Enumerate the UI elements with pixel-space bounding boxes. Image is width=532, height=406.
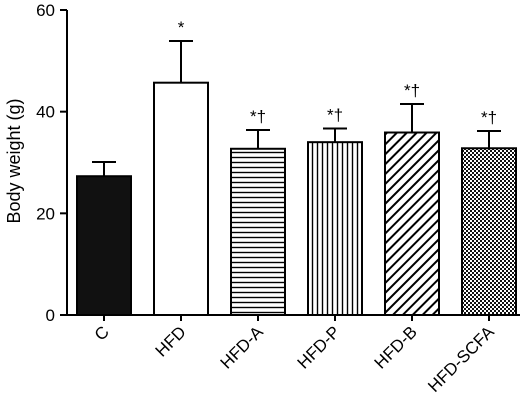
bar-hfd-a <box>230 147 286 316</box>
x-axis: C HFD HFD-A HFD-P HFD-B HFD-SCFA <box>67 314 520 396</box>
x-tick-label: HFD <box>152 322 190 360</box>
bar-hfd <box>153 81 209 316</box>
significance-label: *† <box>250 107 266 126</box>
bars: * *† *† *† *† <box>76 18 517 316</box>
x-tick-label: HFD-B <box>371 322 421 372</box>
x-tick-label: HFD-P <box>294 322 344 372</box>
significance-label: *† <box>327 105 343 124</box>
y-tick-label: 0 <box>46 306 55 325</box>
x-tick-label: HFD-SCFA <box>424 322 498 396</box>
significance-label: *† <box>404 81 420 100</box>
x-tick-label: HFD-A <box>217 322 268 373</box>
bar-hfd-scfa <box>461 147 517 316</box>
y-tick-label: 40 <box>36 103 55 122</box>
x-tick-label: C <box>91 322 113 344</box>
bar-c <box>76 175 132 316</box>
bar-hfd-p <box>307 141 363 316</box>
significance-label: *† <box>481 108 497 127</box>
y-tick-label: 60 <box>36 1 55 20</box>
significance-label: * <box>178 18 185 37</box>
y-tick-label: 20 <box>36 204 55 223</box>
y-axis: 0 20 40 60 <box>36 1 68 325</box>
y-axis-title: Body weight (g) <box>4 98 24 223</box>
bar-hfd-b <box>384 131 440 316</box>
